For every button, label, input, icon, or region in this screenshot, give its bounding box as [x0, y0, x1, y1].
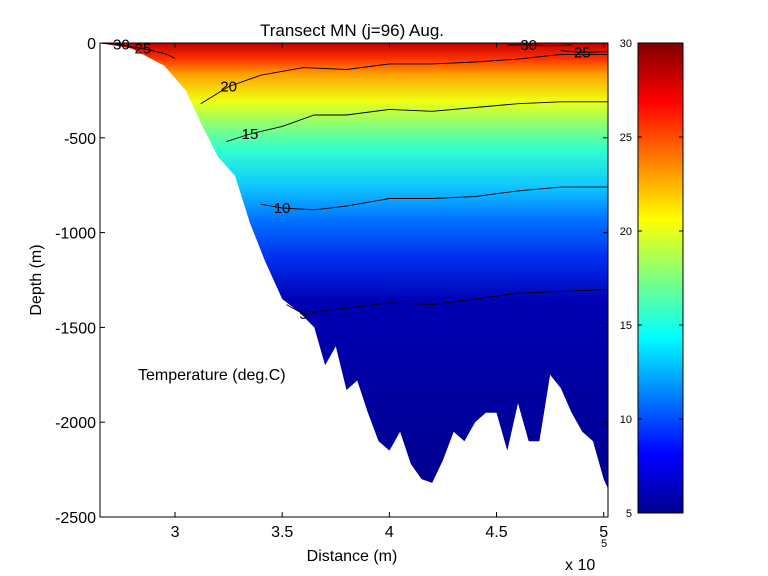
isotherm-label: 30	[113, 37, 130, 54]
x-axis: 3 3.5 4 4.5 5	[171, 43, 608, 541]
isotherm-label: 5	[299, 306, 307, 323]
isotherm-label: 25	[574, 45, 591, 62]
colorbar-tick-label: 25	[620, 132, 632, 144]
colorbar-tick-label: 5	[626, 508, 632, 520]
y-axis-label: Depth (m)	[28, 244, 45, 315]
isotherm-30-line	[507, 44, 572, 47]
y-tick-label: 0	[87, 36, 96, 53]
y-tick-label: -2000	[55, 415, 96, 432]
x-tick-label: 3	[171, 524, 180, 541]
colorbar-tick-label: 30	[620, 38, 632, 50]
temperature-annotation: Temperature (deg.C)	[138, 367, 286, 384]
plot-frame	[99, 42, 609, 518]
isotherm-20-line	[200, 53, 608, 105]
x-exponent-label: x 10	[565, 557, 595, 574]
y-tick-label: -2500	[55, 510, 96, 527]
isotherm-group	[102, 43, 608, 315]
y-tick-label: -500	[64, 131, 96, 148]
isotherm-10-line	[260, 186, 608, 211]
colorbar-tick-label: 20	[620, 226, 632, 238]
isotherm-label-group: 30 30 25 25 20 15 10 5	[113, 37, 591, 324]
y-tick-label: -1000	[55, 226, 96, 243]
isotherm-label: 30	[520, 37, 537, 54]
isotherm-25-line	[114, 43, 176, 59]
x-tick-label: 5	[599, 524, 608, 541]
isotherm-label: 15	[242, 126, 259, 143]
y-tick-label: -1500	[55, 320, 96, 337]
isotherm-25-line	[560, 50, 608, 53]
colorbar-tick-label: 15	[620, 320, 632, 332]
x-tick-label: 4.5	[485, 524, 507, 541]
x-tick-label: 3.5	[271, 524, 293, 541]
x-axis-label: Distance (m)	[307, 548, 398, 565]
isotherm-label: 25	[135, 41, 152, 58]
x-exponent-power: 5	[601, 538, 607, 550]
colorbar-gradient	[637, 42, 684, 514]
y-axis: 0 -500 -1000 -1500 -2000 -2500	[55, 36, 608, 527]
isotherm-label: 20	[220, 79, 237, 96]
colorbar-ticks: 5 10 15 20 25 30	[620, 38, 683, 520]
isotherm-30-line	[102, 43, 137, 50]
colorbar-tick-label: 10	[620, 414, 632, 426]
isotherm-label: 10	[274, 200, 291, 217]
plot-area: 30 30 25 25 20 15 10 5 3 3.5 4 4.5 5 0 -500 -1000 -150…	[55, 36, 609, 541]
x-tick-label: 4	[385, 524, 394, 541]
colorbar: 5 10 15 20 25 30	[620, 38, 684, 520]
chart-title: Transect MN (j=96) Aug.	[260, 21, 444, 40]
temperature-field	[100, 43, 608, 489]
isotherm-15-line	[226, 101, 608, 143]
isotherm-5-line	[286, 289, 608, 315]
